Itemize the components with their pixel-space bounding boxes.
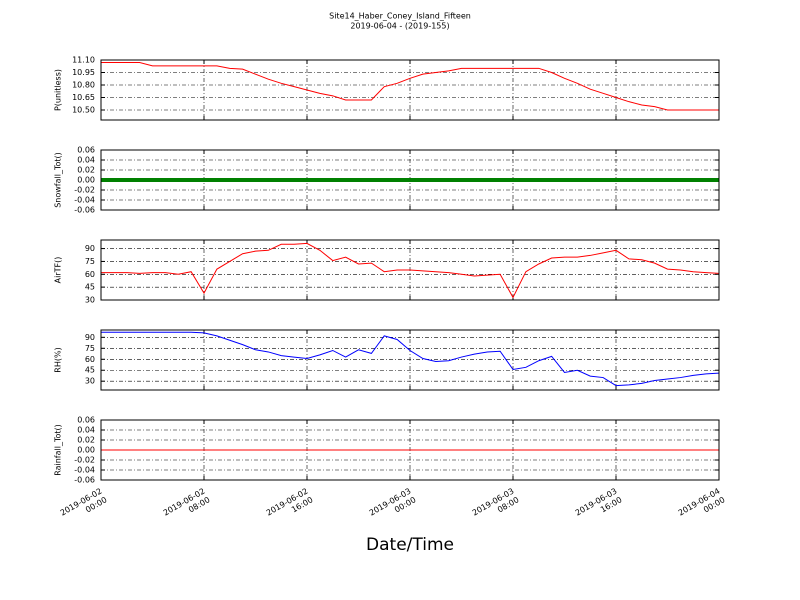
figure-title: Site14_Haber_Coney_Island_Fifteen: [329, 12, 471, 21]
y-tick-label: 10.95: [72, 68, 95, 77]
plot-frame: [100, 149, 720, 211]
x-tick-label: 2019-06-0308:00: [470, 486, 520, 526]
plot-frame: [100, 329, 720, 391]
x-axis-label: Date/Time: [366, 535, 454, 555]
y-tick-label: -0.02: [74, 186, 95, 195]
plot-frame: [100, 239, 720, 301]
y-axis-label: AirTF(): [54, 257, 63, 284]
y-axis-label: RH(%): [54, 347, 63, 372]
y-axis-label: Snowfall_Tot(): [54, 152, 63, 208]
y-tick-label: 0.04: [77, 426, 95, 435]
x-tick-label: 2019-06-0300:00: [367, 486, 417, 526]
y-tick-label: 30: [85, 296, 95, 305]
y-tick-label: 45: [85, 283, 95, 292]
y-tick-label: 0.02: [77, 436, 95, 445]
y-tick-label: 0.00: [77, 176, 95, 185]
y-tick-label: 0.02: [77, 166, 95, 175]
y-tick-label: 45: [85, 366, 95, 375]
y-tick-label: 0.06: [77, 416, 95, 425]
y-tick-label: 30: [85, 377, 95, 386]
y-tick-label: 10.80: [72, 81, 95, 90]
y-tick-label: 0.00: [77, 446, 95, 455]
y-axis-label: P(unitless): [54, 69, 63, 111]
y-tick-label: 60: [85, 355, 95, 364]
y-tick-label: 0.04: [77, 156, 95, 165]
y-tick-label: 90: [85, 244, 95, 253]
plot-frame: [100, 419, 720, 481]
y-axis-label: Rainfall_Tot(): [54, 424, 63, 476]
x-tick-label: 2019-06-0216:00: [264, 486, 314, 526]
data-line: [101, 242, 720, 299]
x-tick-label: 2019-06-0208:00: [161, 486, 211, 526]
figure-subtitle: 2019-06-04 - (2019-155): [350, 22, 449, 31]
y-tick-label: -0.06: [74, 206, 95, 215]
plot-frame: [100, 59, 720, 121]
y-tick-label: 10.65: [72, 93, 95, 102]
data-line: [101, 331, 720, 387]
x-tick-label: 2019-06-0316:00: [573, 486, 623, 526]
y-tick-label: 10.50: [72, 106, 95, 115]
y-tick-label: 90: [85, 333, 95, 342]
y-tick-label: 60: [85, 270, 95, 279]
data-line: [101, 62, 719, 111]
y-tick-label: 75: [85, 257, 95, 266]
y-tick-label: -0.06: [74, 476, 95, 485]
x-tick-label: 2019-06-0200:00: [58, 486, 108, 526]
y-tick-label: 75: [85, 344, 95, 353]
y-tick-label: -0.04: [74, 196, 95, 205]
y-tick-label: -0.04: [74, 466, 95, 475]
y-tick-label: 11.10: [72, 56, 95, 65]
x-tick-label: 2019-06-0400:00: [676, 486, 726, 526]
y-tick-label: 0.06: [77, 146, 95, 155]
y-tick-label: -0.02: [74, 456, 95, 465]
